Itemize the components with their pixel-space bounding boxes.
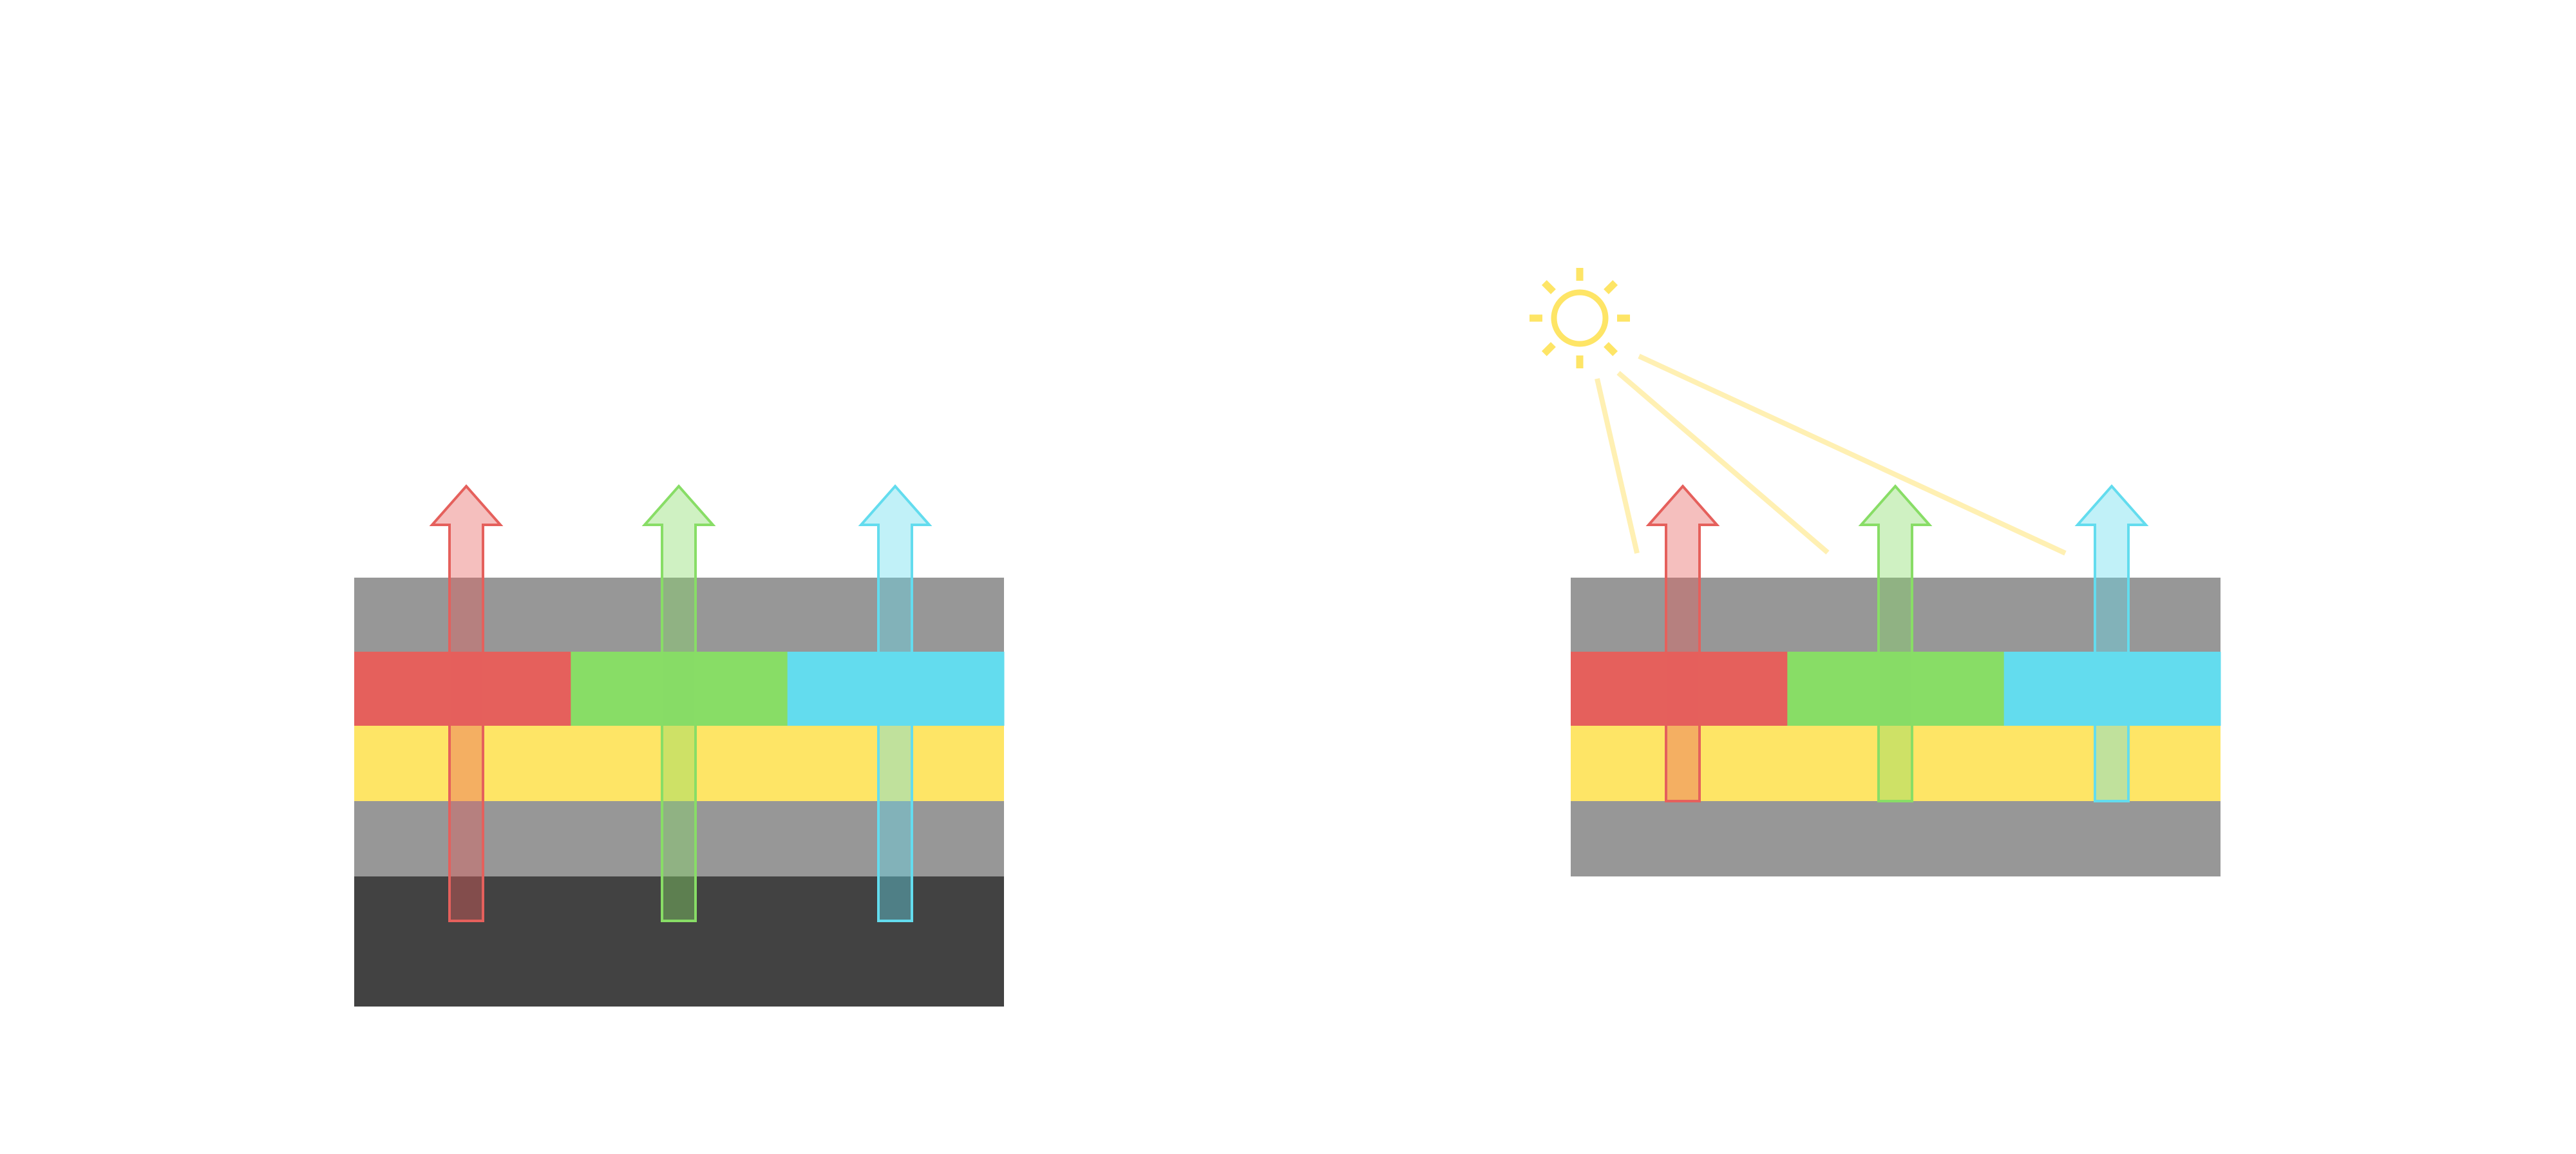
top-gray-layer <box>1571 578 2221 652</box>
cyan-subpixel-layer <box>2003 652 2221 726</box>
dark-backlight-layer <box>354 876 1004 1007</box>
left-layer-stack <box>354 484 1005 1007</box>
light-beam <box>1595 378 1640 554</box>
bottom-gray-layer <box>1571 801 2221 876</box>
sun-icon <box>1530 268 1630 368</box>
sun-disc <box>1551 289 1609 347</box>
red-subpixel-layer <box>1571 652 1788 726</box>
green-arrow-icon <box>641 484 716 922</box>
red-subpixel-layer <box>354 652 571 726</box>
sun-ray <box>1541 342 1556 357</box>
top-gray-layer <box>354 578 1004 652</box>
light-beams <box>1595 354 2067 556</box>
right-layer-stack <box>1571 484 2221 876</box>
green-subpixel-layer <box>571 652 788 726</box>
sun-ray <box>1541 279 1556 294</box>
cyan-arrow-icon <box>858 484 933 922</box>
cyan-arrow-icon <box>2074 484 2149 802</box>
green-subpixel-layer <box>1787 652 2005 726</box>
light-beam <box>1616 370 1830 555</box>
cyan-subpixel-layer <box>787 652 1005 726</box>
red-arrow-icon <box>1645 484 1720 802</box>
red-arrow-icon <box>429 484 504 922</box>
green-arrow-icon <box>1858 484 1933 802</box>
yellow-layer <box>354 726 1004 801</box>
yellow-layer <box>1571 726 2221 801</box>
light-beam <box>1638 354 2067 556</box>
bottom-gray-layer <box>354 801 1004 876</box>
sun-ray <box>1604 342 1618 357</box>
sun-ray <box>1604 279 1618 294</box>
